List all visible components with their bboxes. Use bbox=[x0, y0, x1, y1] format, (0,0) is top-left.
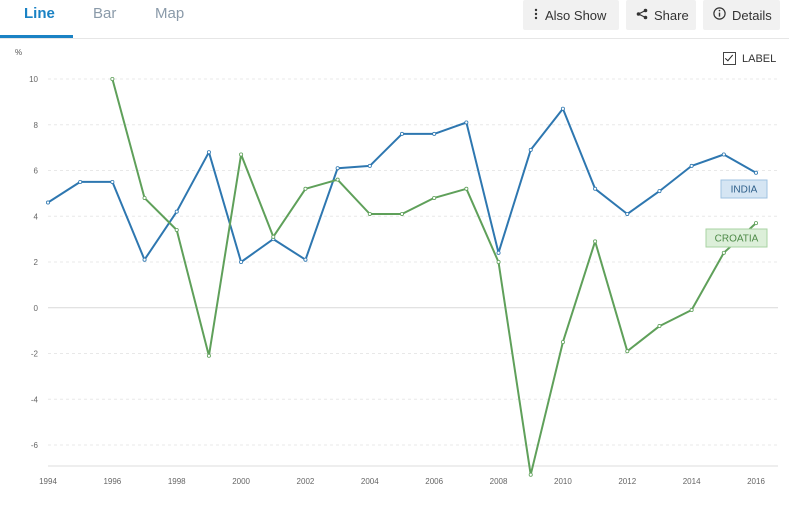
data-point-india bbox=[432, 131, 437, 136]
y-tick-label: 10 bbox=[29, 75, 38, 84]
data-point-india bbox=[78, 179, 83, 184]
share-icon bbox=[636, 8, 648, 23]
x-tick-label: 2008 bbox=[490, 477, 508, 486]
data-point-india bbox=[142, 257, 147, 262]
data-point-india bbox=[496, 250, 501, 255]
details-label: Details bbox=[732, 7, 772, 23]
series-label-box-croatia bbox=[705, 228, 768, 248]
y-tick-label: 6 bbox=[34, 167, 39, 176]
data-point-croatia bbox=[239, 152, 244, 157]
y-tick-label: 0 bbox=[34, 304, 39, 313]
data-point-india bbox=[174, 209, 179, 214]
series-label-croatia: CROATIA bbox=[715, 234, 759, 245]
series-label-box-india bbox=[720, 179, 768, 199]
x-tick-label: 2016 bbox=[747, 477, 765, 486]
data-point-croatia bbox=[754, 221, 759, 226]
data-point-india bbox=[464, 120, 469, 125]
label-toggle[interactable]: LABEL bbox=[723, 52, 776, 65]
chart-tabs: Line Bar Map bbox=[0, 0, 789, 39]
data-point-croatia bbox=[625, 349, 630, 354]
data-point-croatia bbox=[721, 250, 726, 255]
data-point-croatia bbox=[689, 308, 694, 313]
series-label-india: INDIA bbox=[731, 185, 758, 196]
data-point-india bbox=[399, 131, 404, 136]
data-point-india bbox=[335, 166, 340, 171]
x-tick-label: 2012 bbox=[618, 477, 636, 486]
label-checkbox[interactable] bbox=[723, 52, 736, 65]
series-line-india bbox=[47, 107, 757, 263]
x-tick-label: 2000 bbox=[232, 477, 250, 486]
y-tick-label: 8 bbox=[34, 121, 39, 130]
data-point-croatia bbox=[110, 77, 115, 82]
data-point-croatia bbox=[432, 195, 437, 200]
data-point-croatia bbox=[142, 195, 147, 200]
x-tick-label: 1994 bbox=[39, 477, 57, 486]
data-point-croatia bbox=[271, 234, 276, 239]
data-point-croatia bbox=[399, 211, 404, 216]
also-show-label: Also Show bbox=[545, 7, 607, 23]
series-labels: INDIA CROATIA bbox=[705, 179, 768, 248]
x-tick-label: 1996 bbox=[103, 477, 121, 486]
data-point-croatia bbox=[303, 186, 308, 191]
data-point-croatia bbox=[593, 239, 598, 244]
data-point-india bbox=[754, 170, 759, 175]
data-point-croatia bbox=[528, 472, 533, 477]
x-tick-label: 2010 bbox=[554, 477, 572, 486]
y-tick-label: 4 bbox=[34, 212, 39, 221]
tab-line[interactable]: Line bbox=[24, 5, 55, 22]
data-point-india bbox=[367, 163, 372, 168]
label-toggle-text: LABEL bbox=[742, 52, 777, 65]
series-lines bbox=[46, 77, 759, 477]
data-point-croatia bbox=[657, 324, 662, 329]
axis-ticks: 10 8 6 4 2 0 -2 -4 -6 1994 1996 1998 2000 2002 2004 200… bbox=[29, 75, 765, 486]
data-point-india bbox=[625, 211, 630, 216]
y-tick-label: 2 bbox=[34, 258, 39, 267]
x-tick-label: 2004 bbox=[361, 477, 379, 486]
data-point-croatia bbox=[496, 259, 501, 264]
share-label: Share bbox=[654, 7, 689, 23]
y-tick-label: -6 bbox=[31, 441, 39, 450]
data-point-croatia bbox=[367, 211, 372, 216]
tab-map[interactable]: Map bbox=[155, 5, 185, 22]
data-point-india bbox=[46, 200, 51, 205]
share-button[interactable]: Share bbox=[626, 0, 696, 30]
data-point-india bbox=[110, 179, 115, 184]
data-point-india bbox=[593, 186, 598, 191]
data-point-india bbox=[239, 259, 244, 264]
data-point-india bbox=[303, 257, 308, 262]
data-point-croatia bbox=[174, 227, 179, 232]
also-show-button[interactable]: Also Show bbox=[523, 0, 619, 30]
tab-bar[interactable]: Bar bbox=[93, 5, 117, 22]
data-point-croatia bbox=[560, 340, 565, 345]
data-point-croatia bbox=[206, 353, 211, 358]
active-tab-indicator bbox=[0, 35, 73, 38]
data-point-india bbox=[206, 150, 211, 155]
more-vertical-icon bbox=[533, 8, 539, 23]
gridlines bbox=[48, 78, 778, 467]
x-tick-label: 2014 bbox=[683, 477, 701, 486]
info-icon bbox=[713, 7, 726, 23]
y-axis-unit-label: % bbox=[15, 48, 22, 57]
x-tick-label: 2002 bbox=[297, 477, 315, 486]
x-tick-label: 1998 bbox=[168, 477, 186, 486]
details-button[interactable]: Details bbox=[703, 0, 780, 30]
data-point-india bbox=[657, 189, 662, 194]
data-point-india bbox=[528, 147, 533, 152]
series-line-croatia bbox=[111, 78, 757, 476]
line-chart: % 10 8 6 4 2 0 -2 -4 -6 1994 1996 1998 2000 2002 2004 2… bbox=[15, 48, 778, 486]
y-tick-label: -2 bbox=[31, 350, 39, 359]
data-point-india bbox=[560, 106, 565, 111]
data-point-india bbox=[721, 152, 726, 157]
data-point-india bbox=[689, 163, 694, 168]
x-tick-label: 2006 bbox=[425, 477, 443, 486]
data-point-croatia bbox=[464, 186, 469, 191]
data-point-croatia bbox=[335, 177, 340, 182]
y-tick-label: -4 bbox=[31, 395, 39, 404]
